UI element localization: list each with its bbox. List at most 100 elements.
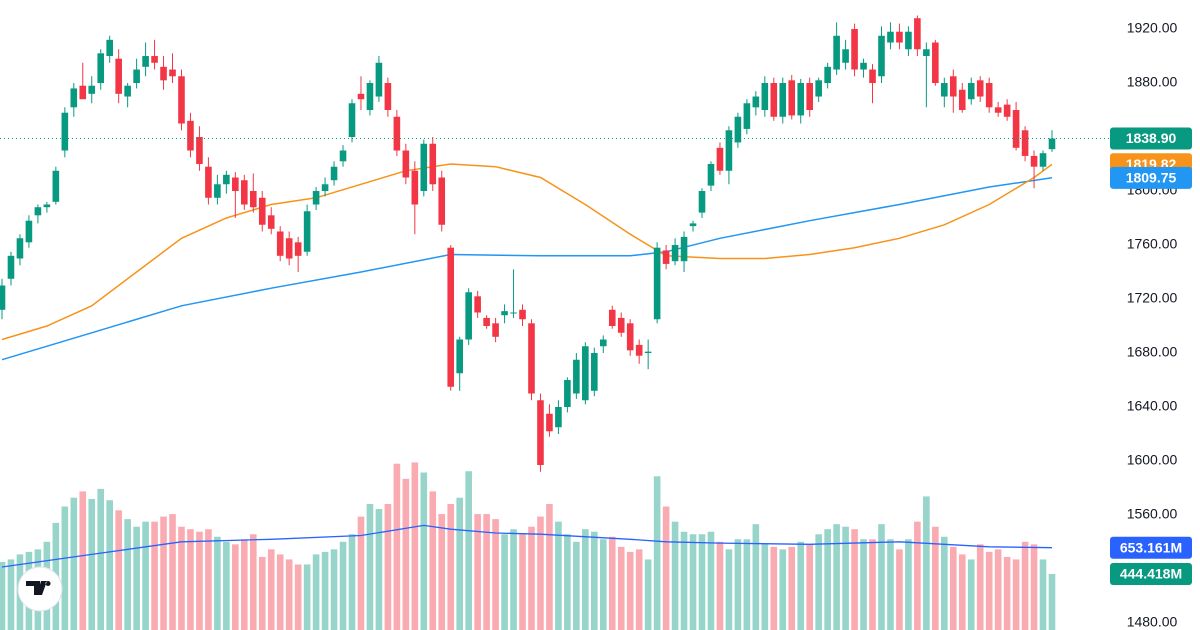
volume-bar: [142, 521, 149, 630]
candle-body: [106, 39, 113, 57]
candle-body: [662, 250, 670, 264]
volume-bar: [869, 539, 876, 630]
volume-bar: [842, 526, 849, 630]
volume-bar: [357, 516, 365, 630]
volume-bar: [752, 524, 760, 630]
volume-bar: [133, 526, 140, 630]
volume-bar: [958, 554, 966, 630]
price-badge-label: 1809.75: [1126, 170, 1177, 186]
volume-bar: [348, 534, 356, 630]
candle-body: [348, 103, 356, 138]
candle-body: [375, 62, 383, 97]
volume-bar: [994, 549, 1002, 630]
volume-bar: [725, 549, 733, 630]
candle-body: [25, 220, 33, 243]
volume-bar: [393, 463, 401, 630]
price-badge: [1110, 166, 1192, 189]
candle-body: [465, 292, 472, 340]
candle-body: [1021, 130, 1029, 156]
candle-body: [429, 143, 437, 185]
candle-body: [743, 103, 751, 129]
candle-body: [591, 352, 598, 391]
volume-bar: [617, 546, 625, 630]
logo-mark[interactable]: [26, 581, 51, 595]
candle-body: [707, 164, 715, 186]
candle-body: [79, 85, 87, 100]
volume-bar: [169, 514, 176, 630]
volume-bar: [276, 554, 284, 630]
candle-body: [43, 204, 51, 208]
price-badge: [1110, 536, 1192, 559]
candle-body: [187, 120, 194, 151]
volume-bar: [285, 559, 293, 630]
volume-bar: [79, 491, 87, 630]
volume-bar: [384, 504, 392, 630]
candle-body: [303, 211, 311, 252]
candle-body: [1048, 138, 1056, 150]
candle-body: [339, 150, 347, 162]
candle-body: [896, 31, 903, 43]
candle-body: [1039, 153, 1047, 167]
volume-bar: [707, 531, 715, 630]
candle-body: [492, 323, 499, 337]
candle-body: [393, 116, 401, 151]
candle-body: [160, 66, 167, 81]
candle-body: [599, 339, 607, 347]
volume-bar: [1048, 574, 1056, 630]
volume-bar: [106, 500, 113, 630]
volume-bar: [653, 476, 661, 630]
candle-body: [779, 83, 787, 117]
y-tick-label: 1920.00: [1127, 20, 1178, 36]
volume-bar: [124, 519, 131, 630]
candle-body: [16, 238, 24, 259]
candle-body: [582, 346, 589, 401]
volume-bar: [294, 564, 302, 630]
candle-body: [653, 247, 661, 320]
volume-bar: [187, 529, 194, 630]
volume-bar: [905, 539, 912, 630]
candle-body: [635, 344, 643, 356]
volume-bar: [366, 504, 374, 630]
y-tick-label: 1600.00: [1127, 452, 1178, 468]
candle-body: [734, 116, 742, 143]
candle-body: [366, 83, 374, 111]
candle-body: [34, 207, 42, 216]
candle-body: [967, 83, 975, 100]
candle-body: [797, 83, 805, 116]
candle-body: [456, 339, 463, 374]
volume-ma-line: [1, 524, 1053, 568]
candle-body: [357, 93, 365, 100]
candle-body: [546, 413, 553, 432]
candle-body: [626, 323, 634, 351]
candle-body: [124, 85, 131, 97]
candle-body: [573, 359, 580, 394]
volume-bar: [779, 549, 787, 630]
volume-bar: [923, 496, 930, 630]
candle-body: [905, 31, 912, 50]
volume-bar: [438, 514, 446, 630]
volume-bar: [851, 529, 858, 630]
volume-bar: [196, 531, 203, 630]
volume-bar: [698, 534, 706, 630]
candle-body: [115, 58, 122, 94]
candle-body: [447, 247, 455, 387]
candle-body: [644, 351, 652, 353]
candle-body: [761, 83, 769, 111]
volume-bar: [447, 504, 455, 630]
candle-body: [420, 143, 428, 192]
candle-body: [258, 197, 266, 225]
candle-body: [941, 83, 948, 97]
volume-bar: [573, 541, 580, 630]
volume-bar: [591, 531, 598, 630]
candle-body: [70, 88, 78, 108]
volume-bar: [716, 541, 724, 630]
candle-body: [555, 406, 562, 428]
volume-bar: [1021, 541, 1029, 630]
volume-bar: [644, 559, 652, 630]
candle-body: [151, 56, 158, 63]
logo[interactable]: [17, 566, 63, 612]
candle-body: [294, 242, 302, 256]
candle-body: [564, 379, 571, 407]
candle-body: [985, 83, 993, 108]
